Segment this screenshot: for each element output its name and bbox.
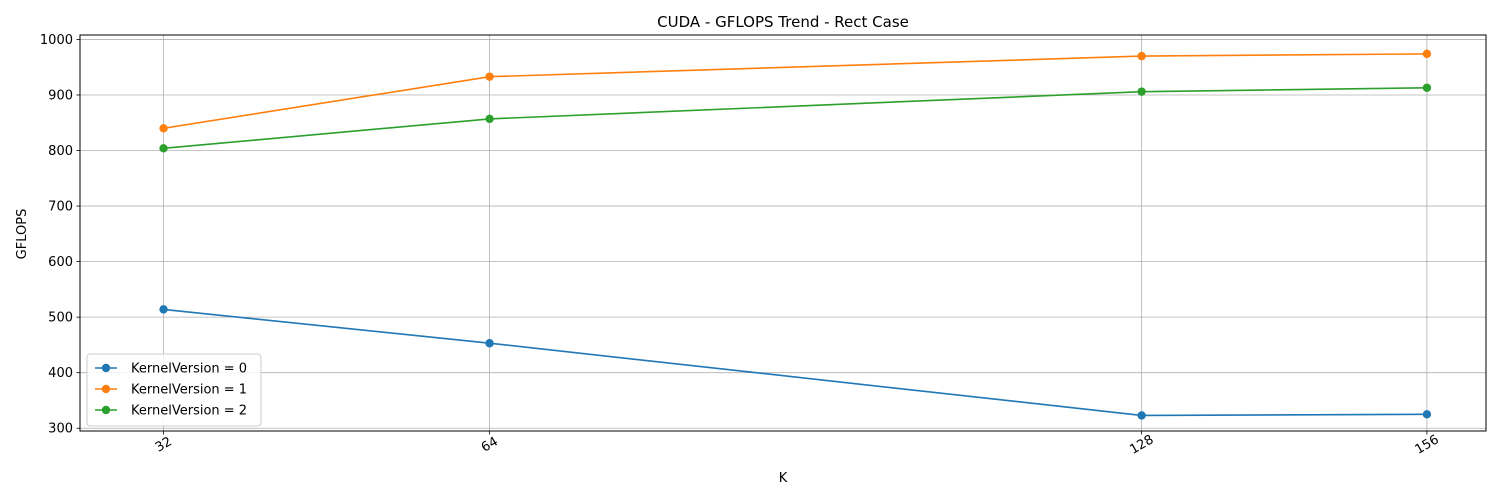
- y-tick-label: 1000: [40, 33, 73, 48]
- series-line-1: [163, 53, 1427, 130]
- y-tick-label: 300: [48, 422, 73, 437]
- x-tick-label: 156: [1413, 432, 1442, 457]
- y-axis-title: GFLOPS: [15, 209, 30, 260]
- grid-lines: [80, 35, 1486, 431]
- x-tick-label: 32: [153, 434, 175, 455]
- y-tick-label: 800: [48, 144, 73, 159]
- data-point: [1137, 87, 1146, 96]
- plot-frame: [79, 34, 1487, 432]
- legend-box: [86, 353, 262, 427]
- data-point: [485, 114, 494, 124]
- legend-marker: [101, 384, 111, 394]
- data-point: [1422, 83, 1432, 92]
- x-tick-label: 128: [1127, 432, 1156, 457]
- y-tick-label: 500: [48, 311, 73, 326]
- legend-marker: [101, 405, 111, 415]
- series-layer: [159, 49, 1432, 420]
- data-point: [1137, 411, 1146, 420]
- series-line-0: [163, 308, 1427, 417]
- data-point: [1422, 410, 1432, 419]
- y-tick-label: 700: [48, 200, 73, 215]
- x-axis-title: K: [779, 471, 788, 486]
- data-point: [159, 124, 168, 133]
- series-line-2: [163, 87, 1427, 150]
- data-point: [1422, 49, 1432, 59]
- y-tick-label: 900: [48, 88, 73, 103]
- x-tick-label: 64: [479, 434, 501, 455]
- chart-title: CUDA - GFLOPS Trend - Rect Case: [657, 13, 909, 31]
- data-point: [485, 72, 494, 81]
- legend: KernelVersion = 0 KernelVersion = 1 Kernel…: [86, 353, 262, 427]
- legend-label: KernelVersion = 1: [131, 383, 247, 398]
- legend-label: KernelVersion = 2: [131, 404, 247, 419]
- data-point: [485, 339, 494, 348]
- legend-label: KernelVersion = 0: [131, 362, 247, 377]
- legend-marker: [101, 363, 111, 373]
- y-tick-label: 400: [48, 366, 73, 381]
- data-point: [159, 305, 168, 314]
- data-point: [1137, 51, 1146, 61]
- y-tick-label: 600: [48, 255, 73, 270]
- data-point: [159, 144, 168, 153]
